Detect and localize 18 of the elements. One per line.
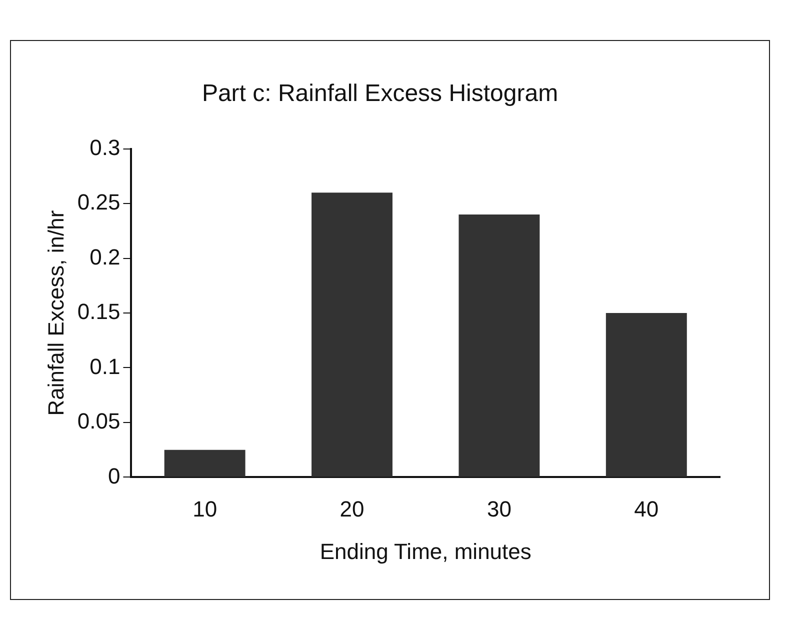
bar <box>606 313 687 477</box>
y-tick-label: 0.1 <box>90 354 120 379</box>
y-tick-label: 0 <box>108 463 120 488</box>
x-tick-label: 30 <box>486 496 512 522</box>
chart-title: Part c: Rainfall Excess Histogram <box>202 80 558 108</box>
x-axis-title: Ending Time, minutes <box>320 538 532 564</box>
x-tick-label: 40 <box>634 496 659 522</box>
y-tick-label: 0.3 <box>90 134 120 160</box>
y-tick-label: 0.15 <box>77 299 120 324</box>
y-tick-label: 0.2 <box>90 244 120 270</box>
x-tick-label: 10 <box>192 496 218 522</box>
x-tick-label: 20 <box>340 496 364 522</box>
bar <box>312 192 392 477</box>
y-axis-title: Rainfall Excess, in/hr <box>43 210 68 416</box>
bar <box>458 214 540 477</box>
bar <box>164 450 246 477</box>
y-tick-label: 0.25 <box>77 190 120 215</box>
y-tick-label: 0.05 <box>77 408 120 434</box>
